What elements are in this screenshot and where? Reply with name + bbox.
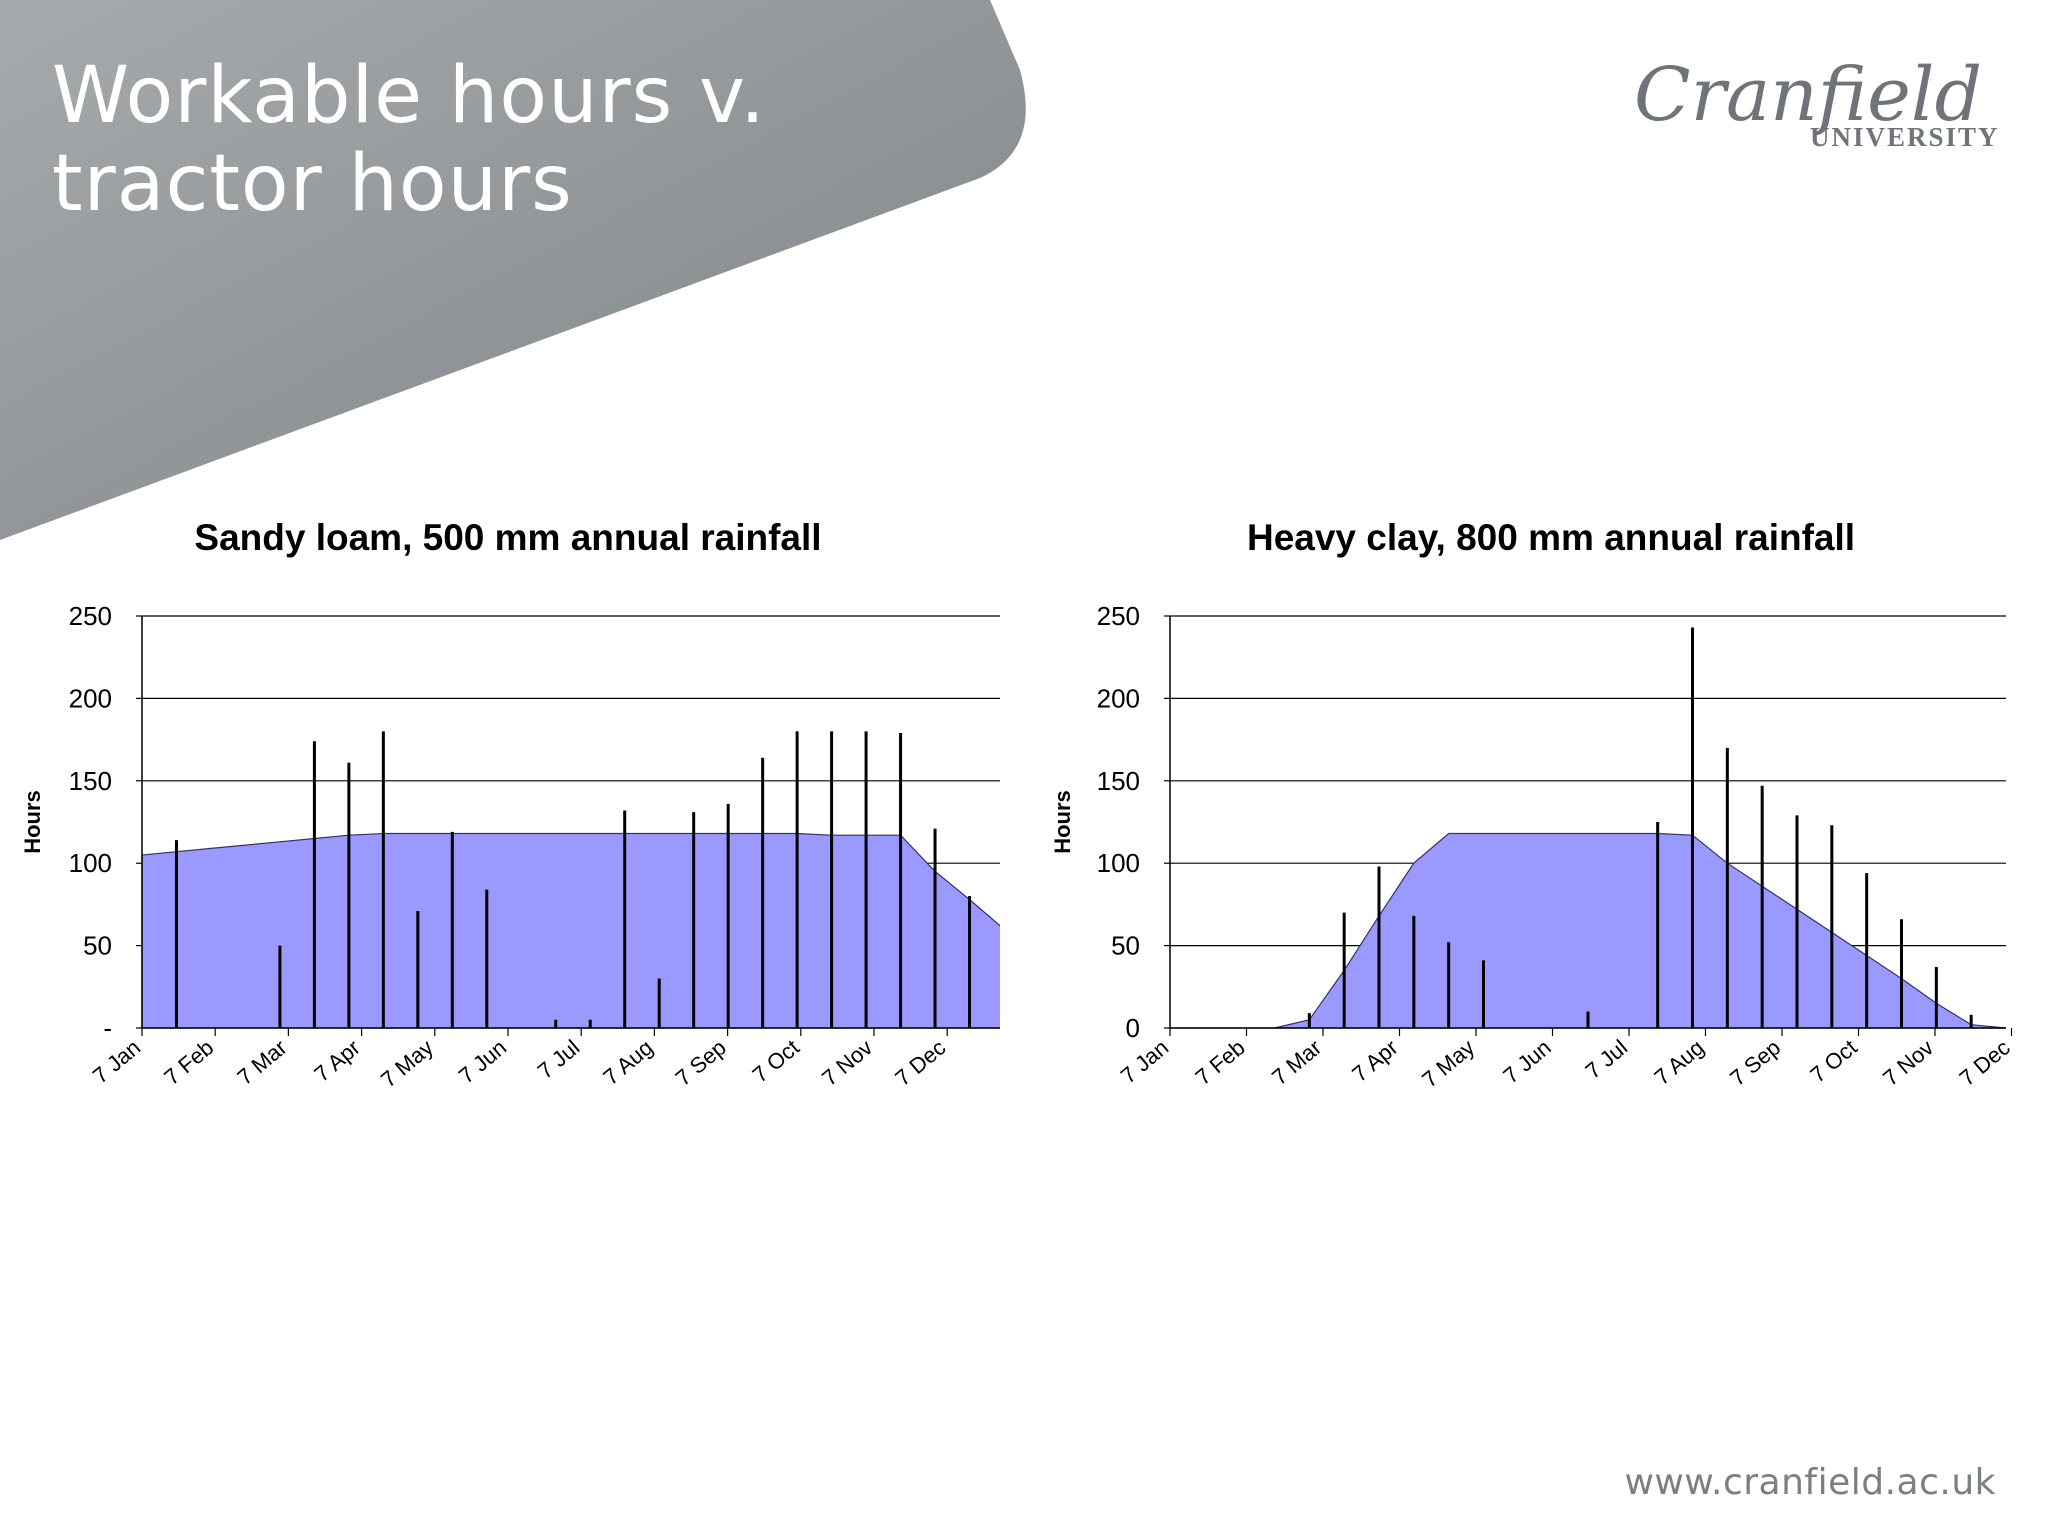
chart1-xtick-label: 7 Aug [598, 1035, 657, 1090]
chart2-ytick-label: 200 [1097, 683, 1140, 713]
chart2-xtick-label: 7 Jan [1116, 1035, 1173, 1089]
slide-title-line-2: tractor hours [52, 139, 573, 229]
chart2-ytick-label: 50 [1111, 931, 1140, 961]
chart1-xtick-label: 7 Mar [232, 1035, 291, 1090]
chart1-title: Sandy loam, 500 mm annual rainfall [194, 517, 821, 558]
chart1-xtick-label: 7 Dec [890, 1035, 950, 1091]
chart1-xtick-label: 7 Jun [454, 1035, 511, 1089]
chart1-ytick-label: 150 [69, 766, 112, 796]
chart2-ytick-label: 250 [1097, 601, 1140, 631]
chart2-ytick-label: 150 [1097, 766, 1140, 796]
chart1-xtick-label: 7 May [376, 1035, 438, 1093]
logo-subtitle: UNIVERSITY [1810, 122, 2000, 152]
chart1-y-axis-label: Hours [20, 790, 45, 854]
chart1-xtick-label: 7 Sep [671, 1035, 731, 1091]
chart1-xtick-label: 7 Oct [748, 1035, 804, 1088]
chart2-title: Heavy clay, 800 mm annual rainfall [1247, 517, 1855, 558]
chart2-xtick-label: 7 Nov [1878, 1035, 1938, 1091]
chart1-xtick-label: 7 Feb [159, 1035, 218, 1090]
chart2-xtick-label: 7 Jul [1581, 1035, 1633, 1084]
chart2-ytick-label: 0 [1126, 1013, 1140, 1043]
slide-title-line-1: Workable hours v. [52, 51, 766, 141]
chart-sandy-loam: Sandy loam, 500 mm annual rainfall - 50 100… [20, 517, 1000, 1093]
chart2-y-axis-label: Hours [1050, 790, 1075, 854]
chart2-xtick-label: 7 Dec [1955, 1035, 2015, 1091]
chart1-ytick-label: - [103, 1013, 112, 1043]
chart1-xtick-label: 7 Apr [309, 1035, 364, 1087]
chart2-ytick-label: 100 [1097, 848, 1140, 878]
chart-heavy-clay: Heavy clay, 800 mm annual rainfall 0 50 100… [1050, 517, 2015, 1093]
chart2-xtick-label: 7 Mar [1267, 1035, 1326, 1090]
chart2-xtick-label: 7 Sep [1725, 1035, 1785, 1091]
chart1-xtick-label: 7 Jan [88, 1035, 145, 1089]
chart2-xtick-label: 7 Feb [1191, 1035, 1250, 1090]
logo-wordmark: Cranfield [1634, 52, 1982, 138]
chart1-ytick-label: 100 [69, 848, 112, 878]
chart2-xtick-label: 7 Oct [1805, 1035, 1861, 1088]
chart1-ytick-label: 250 [69, 601, 112, 631]
cranfield-logo: Cranfield UNIVERSITY [1624, 52, 2004, 162]
chart2-xtick-label: 7 Aug [1650, 1035, 1709, 1090]
chart2-xtick-label: 7 Jun [1498, 1035, 1555, 1089]
website-url: www.cranfield.ac.uk [1624, 1462, 1996, 1503]
chart1-ytick-label: 50 [83, 931, 112, 961]
chart1-xtick-label: 7 Jul [533, 1035, 585, 1084]
chart1-xtick-label: 7 Nov [817, 1035, 877, 1091]
chart1-workable-hours-area [141, 832, 1000, 1029]
chart2-xtick-label: 7 May [1417, 1035, 1479, 1093]
chart1-ytick-label: 200 [69, 683, 112, 713]
chart2-xtick-label: 7 Apr [1347, 1035, 1402, 1087]
slide-title: Workable hours v. tractor hours [52, 52, 766, 228]
